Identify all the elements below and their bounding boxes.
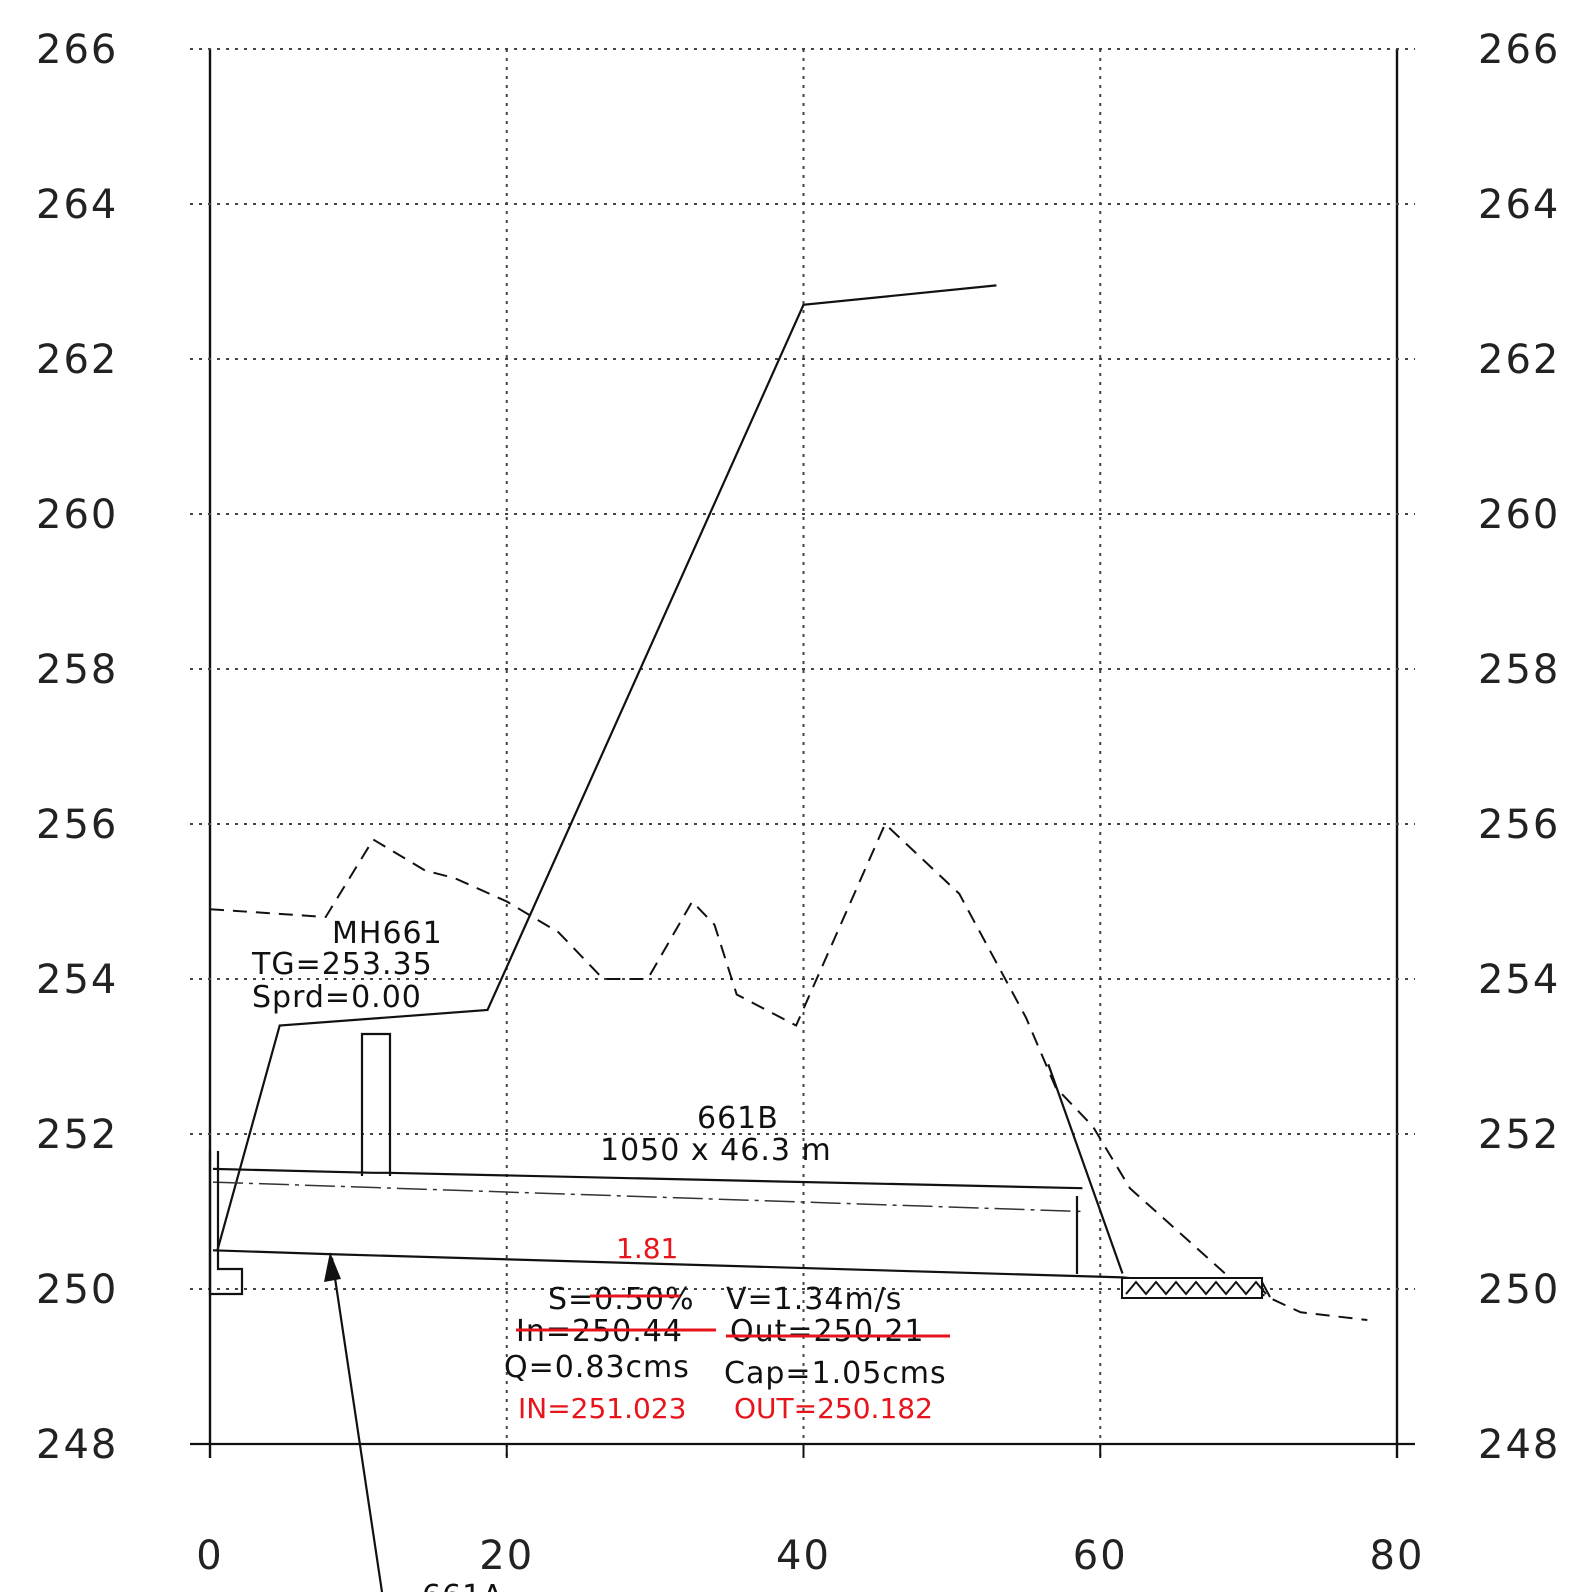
y-tick-label-left: 260 [36,492,118,538]
hydraulic-grade-line [212,1181,1083,1213]
y-tick-label-left: 256 [36,802,118,848]
y-tick-label-left: 262 [36,337,118,383]
profile-lines [209,284,1368,1321]
y-tick-label-left: 248 [36,1422,118,1468]
grid [190,48,1415,1458]
y-tick-label-left: 250 [36,1267,118,1313]
design-grade-line-2 [1047,1063,1124,1274]
y-tick-label-left: 266 [36,27,118,73]
revised-invert-out-markup: OUT=250.182 [734,1392,933,1425]
velocity-label: V=1.34m/s [726,1282,902,1317]
headwall-structure [208,1151,244,1296]
pipe-size-label: 1050 x 46.3 m [600,1133,832,1168]
leader-arrow [324,1252,384,1592]
x-tick-label: 0 [196,1533,223,1579]
y-tick-label-right: 260 [1478,492,1560,538]
spread-label: Sprd=0.00 [252,980,422,1015]
y-tick-label-right: 254 [1478,957,1560,1003]
axis-ticks: 248 248 250 250 252 252 254 254 256 256 258 258 260 2… [36,27,1560,1579]
y-tick-label-right: 266 [1478,27,1560,73]
revised-invert-in-markup: IN=251.023 [518,1392,686,1425]
capacity-label: Cap=1.05cms [724,1356,947,1391]
y-tick-label-right: 262 [1478,337,1560,383]
x-tick-label: 80 [1370,1533,1425,1579]
y-tick-label-right: 256 [1478,802,1560,848]
pipe-id-label: 661B [697,1101,779,1136]
y-tick-label-left: 254 [36,957,118,1003]
y-tick-label-right: 258 [1478,647,1560,693]
manhole-structure [360,1032,392,1176]
y-tick-label-right: 252 [1478,1112,1560,1158]
flow-label: Q=0.83cms [504,1350,690,1385]
y-tick-label-left: 264 [36,182,118,228]
manhole-id-label: MH661 [332,916,443,951]
existing-ground-line [209,822,1368,1321]
invert-out-label: Out=250.21 [730,1314,925,1349]
y-tick-label-right: 264 [1478,182,1560,228]
bottom-reference-label: 661A [422,1579,504,1592]
y-tick-label-left: 252 [36,1112,118,1158]
x-tick-label: 40 [776,1533,831,1579]
design-grade-line-0 [216,284,997,1251]
x-tick-label: 60 [1073,1533,1128,1579]
y-tick-label-left: 258 [36,647,118,693]
revised-slope-markup: 1.81 [616,1232,678,1265]
pipe-crown-line [212,1167,1083,1190]
top-of-grate-label: TG=253.35 [251,947,433,982]
y-tick-label-right: 248 [1478,1422,1560,1468]
slope-label: S=0.50% [548,1282,694,1317]
riprap-pad [1121,1277,1271,1299]
x-tick-label: 20 [479,1533,534,1579]
y-tick-label-right: 250 [1478,1267,1560,1313]
